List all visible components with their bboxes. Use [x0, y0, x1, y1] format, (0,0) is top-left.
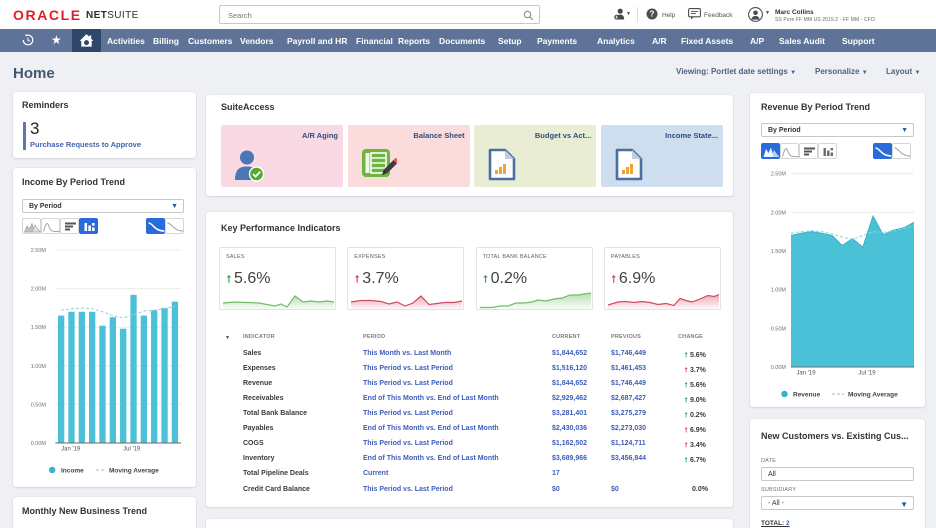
svg-text:Jan '19: Jan '19: [796, 371, 816, 377]
svg-text:2.50M: 2.50M: [31, 248, 47, 254]
svg-text:Jul '19: Jul '19: [123, 447, 141, 453]
svg-text:2.00M: 2.00M: [31, 287, 47, 293]
svg-text:0.50M: 0.50M: [771, 326, 787, 332]
svg-text:Jan '19: Jan '19: [61, 447, 81, 453]
svg-text:Moving Average: Moving Average: [109, 468, 159, 475]
svg-text:2.50M: 2.50M: [771, 172, 787, 178]
svg-text:1.50M: 1.50M: [31, 325, 47, 331]
svg-text:1.00M: 1.00M: [31, 364, 47, 370]
svg-text:0.00M: 0.00M: [771, 365, 787, 371]
svg-text:Revenue: Revenue: [793, 392, 820, 399]
svg-text:1.00M: 1.00M: [771, 288, 787, 294]
svg-text:2.00M: 2.00M: [771, 210, 787, 216]
svg-text:0.00M: 0.00M: [31, 441, 47, 447]
svg-text:Income: Income: [61, 468, 84, 475]
svg-text:0.50M: 0.50M: [31, 402, 47, 408]
svg-text:Jul '19: Jul '19: [858, 371, 876, 377]
svg-text:1.50M: 1.50M: [771, 249, 787, 255]
svg-text:?: ?: [650, 10, 655, 19]
svg-text:Moving Average: Moving Average: [848, 392, 898, 399]
